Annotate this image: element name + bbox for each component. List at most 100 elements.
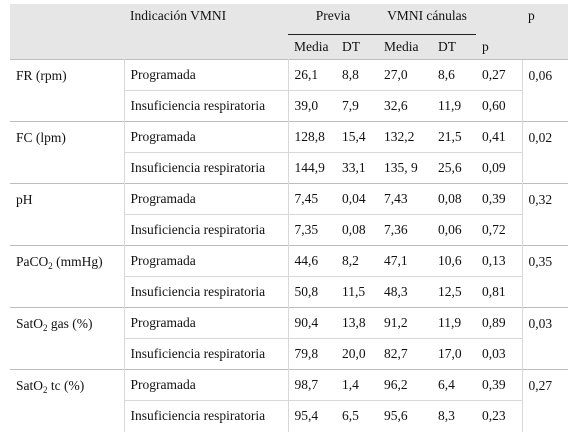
media-vmni-cell: 7,43 bbox=[378, 183, 432, 215]
group-p-value: 0,06 bbox=[521, 59, 568, 122]
parameter-label: FC (lpm) bbox=[16, 130, 66, 145]
header-previa: Previa bbox=[288, 4, 378, 35]
table-row: Insuficiencia respiratoria 39,0 7,9 32,6 11,… bbox=[10, 90, 568, 122]
parameter-name: SatO2 gas (%) bbox=[10, 307, 125, 370]
indicacion-cell: Insuficiencia respiratoria bbox=[124, 90, 289, 122]
p-value-cell: 0,03 bbox=[476, 338, 522, 370]
header-p: p bbox=[522, 4, 568, 35]
p-value-cell: 0,13 bbox=[476, 245, 522, 277]
dt-vmni-cell: 21,5 bbox=[432, 121, 476, 153]
media-vmni-cell: 32,6 bbox=[378, 90, 432, 122]
header-media-previa: Media bbox=[288, 34, 336, 60]
parameter-unit: (mmHg) bbox=[52, 254, 103, 269]
table-row: pH Programada 7,45 0,04 7,43 0,08 0,39 0,32 bbox=[10, 183, 568, 246]
table-row: Insuficiencia respiratoria 50,8 11,5 48,3 12… bbox=[10, 276, 568, 308]
media-vmni-cell: 47,1 bbox=[378, 245, 432, 277]
parameter-name: FR (rpm) bbox=[10, 59, 125, 122]
table-row: FR (rpm) Programada 26,1 8,8 27,0 8,6 0,27 0,06 bbox=[10, 59, 568, 122]
media-vmni-cell: 48,3 bbox=[378, 276, 432, 308]
dt-previa-cell: 33,1 bbox=[336, 152, 378, 184]
indicacion-cell: Programada bbox=[124, 369, 289, 401]
dt-vmni-cell: 8,3 bbox=[432, 400, 476, 432]
header-p-spacer bbox=[476, 4, 522, 35]
header-vmni-canulas: VMNI cánulas bbox=[378, 4, 476, 35]
dt-previa-cell: 6,5 bbox=[336, 400, 378, 432]
media-previa-cell: 50,8 bbox=[288, 276, 336, 308]
dt-previa-cell: 0,08 bbox=[336, 214, 378, 246]
table-row: Insuficiencia respiratoria 79,8 20,0 82,7 17… bbox=[10, 338, 568, 370]
dt-previa-cell: 11,5 bbox=[336, 276, 378, 308]
p-value-cell: 0,39 bbox=[476, 183, 522, 215]
media-vmni-cell: 135, 9 bbox=[378, 152, 432, 184]
media-previa-cell: 128,8 bbox=[288, 121, 336, 153]
dt-vmni-cell: 25,6 bbox=[432, 152, 476, 184]
media-previa-cell: 98,7 bbox=[288, 369, 336, 401]
media-vmni-cell: 91,2 bbox=[378, 307, 432, 339]
p-value-cell: 0,09 bbox=[476, 152, 522, 184]
dt-previa-cell: 20,0 bbox=[336, 338, 378, 370]
table-row: SatO2 tc (%) Programada 98,7 1,4 96,2 6,4 0,39… bbox=[10, 369, 568, 432]
media-vmni-cell: 132,2 bbox=[378, 121, 432, 153]
group-p-value: 0,03 bbox=[521, 307, 568, 370]
dt-vmni-cell: 11,9 bbox=[432, 307, 476, 339]
p-value-cell: 0,60 bbox=[476, 90, 522, 122]
group-p-value: 0,35 bbox=[521, 245, 568, 308]
indicacion-cell: Programada bbox=[124, 183, 289, 215]
media-previa-cell: 39,0 bbox=[288, 90, 336, 122]
parameter-subscript: 2 bbox=[43, 323, 48, 333]
media-previa-cell: 144,9 bbox=[288, 152, 336, 184]
table-row: Insuficiencia respiratoria 7,35 0,08 7,36 0,… bbox=[10, 214, 568, 246]
media-previa-cell: 95,4 bbox=[288, 400, 336, 432]
indicacion-cell: Programada bbox=[124, 245, 289, 277]
media-vmni-cell: 27,0 bbox=[378, 59, 432, 91]
media-previa-cell: 7,45 bbox=[288, 183, 336, 215]
dt-vmni-cell: 6,4 bbox=[432, 369, 476, 401]
dt-previa-cell: 0,04 bbox=[336, 183, 378, 215]
media-vmni-cell: 7,36 bbox=[378, 214, 432, 246]
indicacion-cell: Insuficiencia respiratoria bbox=[124, 400, 289, 432]
table-row: Insuficiencia respiratoria 144,9 33,1 135, … bbox=[10, 152, 568, 184]
results-table: Indicación VMNI Previa VMNI cánulas p Me… bbox=[10, 4, 568, 432]
media-previa-cell: 26,1 bbox=[288, 59, 336, 91]
media-previa-cell: 90,4 bbox=[288, 307, 336, 339]
group-p-value: 0,32 bbox=[521, 183, 568, 246]
p-value-cell: 0,23 bbox=[476, 400, 522, 432]
dt-previa-cell: 1,4 bbox=[336, 369, 378, 401]
indicacion-cell: Programada bbox=[124, 121, 289, 153]
dt-previa-cell: 13,8 bbox=[336, 307, 378, 339]
header-blank bbox=[10, 4, 124, 35]
parameter-label: pH bbox=[16, 192, 33, 207]
p-value-cell: 0,39 bbox=[476, 369, 522, 401]
media-vmni-cell: 95,6 bbox=[378, 400, 432, 432]
table-row: FC (lpm) Programada 128,8 15,4 132,2 21,5 0,41… bbox=[10, 121, 568, 184]
p-value-cell: 0,27 bbox=[476, 59, 522, 91]
dt-previa-cell: 8,8 bbox=[336, 59, 378, 91]
header-p-sub: p bbox=[476, 34, 522, 60]
dt-vmni-cell: 12,5 bbox=[432, 276, 476, 308]
indicacion-cell: Insuficiencia respiratoria bbox=[124, 276, 289, 308]
p-value-cell: 0,41 bbox=[476, 121, 522, 153]
table-row: PaCO2 (mmHg) Programada 44,6 8,2 47,1 10,6 0,1… bbox=[10, 245, 568, 308]
parameter-name: FC (lpm) bbox=[10, 121, 125, 184]
parameter-name: PaCO2 (mmHg) bbox=[10, 245, 125, 308]
table-body: FR (rpm) Programada 26,1 8,8 27,0 8,6 0,27 0,06… bbox=[10, 59, 568, 432]
dt-vmni-cell: 17,0 bbox=[432, 338, 476, 370]
parameter-label: FR (rpm) bbox=[16, 68, 67, 83]
dt-vmni-cell: 0,06 bbox=[432, 214, 476, 246]
p-value-cell: 0,81 bbox=[476, 276, 522, 308]
header-media-vmni: Media bbox=[378, 34, 432, 60]
media-vmni-cell: 96,2 bbox=[378, 369, 432, 401]
dt-previa-cell: 8,2 bbox=[336, 245, 378, 277]
indicacion-cell: Insuficiencia respiratoria bbox=[124, 152, 289, 184]
parameter-name: pH bbox=[10, 183, 125, 246]
parameter-subscript: 2 bbox=[48, 261, 53, 271]
dt-previa-cell: 15,4 bbox=[336, 121, 378, 153]
header-row-1: Indicación VMNI Previa VMNI cánulas p bbox=[10, 4, 568, 35]
media-previa-cell: 7,35 bbox=[288, 214, 336, 246]
dt-vmni-cell: 11,9 bbox=[432, 90, 476, 122]
p-value-cell: 0,89 bbox=[476, 307, 522, 339]
media-previa-cell: 44,6 bbox=[288, 245, 336, 277]
p-value-cell: 0,72 bbox=[476, 214, 522, 246]
dt-vmni-cell: 8,6 bbox=[432, 59, 476, 91]
indicacion-cell: Programada bbox=[124, 307, 289, 339]
